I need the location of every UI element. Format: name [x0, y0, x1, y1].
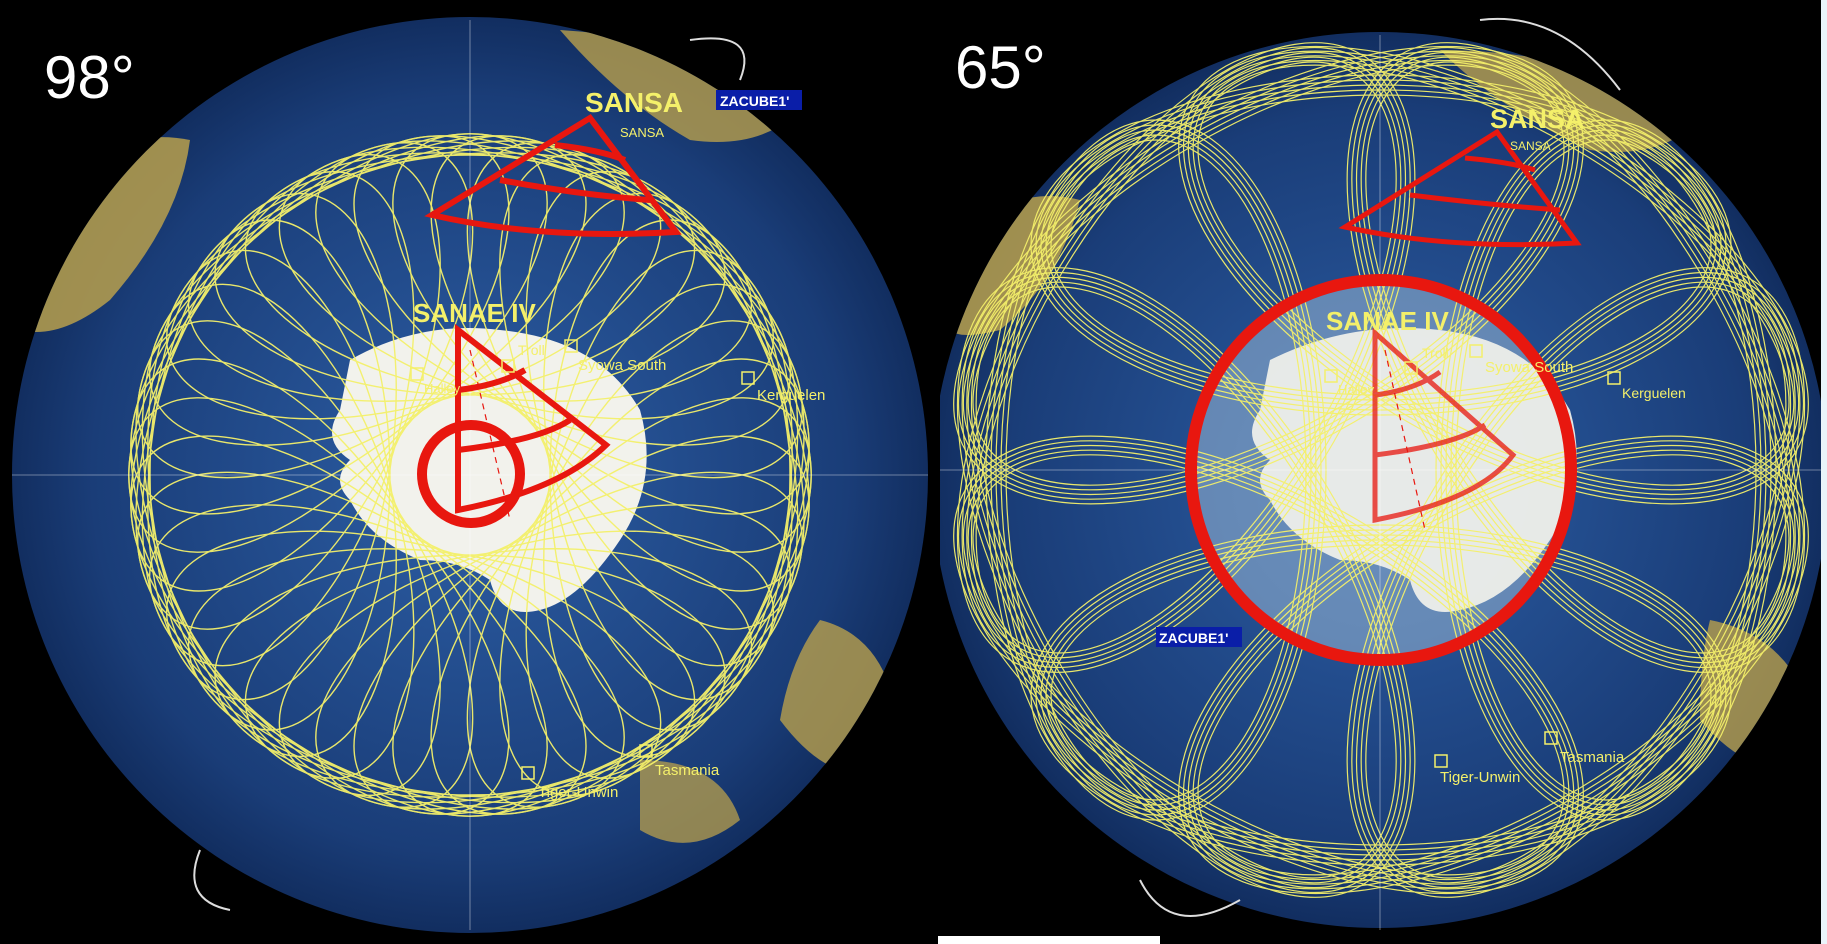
orbit-track: [1182, 50, 1805, 500]
troll-label: Troll: [518, 342, 545, 358]
orbit-track: [1346, 42, 1806, 673]
globe-panel-98: SANSA SANSA ZACUBE1' SANAE IV Troll Syow…: [12, 17, 928, 933]
orbit-track: [1178, 45, 1809, 505]
zacube-badge-65: [1156, 627, 1242, 647]
orbit-track: [430, 135, 812, 553]
tasmania-label-65: Tasmania: [1560, 749, 1625, 766]
troll-label-65: Troll: [1422, 345, 1449, 361]
orbit-track: [1360, 56, 1792, 659]
station-markers: [410, 339, 755, 780]
tiger-label-65: Tiger-Unwin: [1440, 769, 1520, 786]
orbit-arc-top-65: [1479, 17, 1621, 91]
sansa-small-label: SANSA: [620, 125, 664, 140]
orbit-track: [1365, 61, 1787, 654]
tasmania-landmass: [640, 760, 740, 843]
zacube-label-65: ZACUBE1': [1159, 630, 1228, 646]
halley-label: Halley: [424, 381, 461, 396]
zacube-label: ZACUBE1': [720, 93, 789, 109]
zacube-badge: [716, 90, 802, 110]
orbit-arc-top: [689, 37, 746, 81]
sanae-label: SANAE IV: [413, 298, 536, 328]
coverage-highlight-circle: [1185, 274, 1577, 666]
sanae-coverage-fan-65: [1372, 327, 1517, 524]
syowa-label-65: Syowa South: [1485, 359, 1573, 376]
pole-highlight-circle: [417, 420, 525, 528]
sanae-dashed-line: [469, 349, 511, 521]
globe-panel-65: SANSA SANSA SANAE IV Troll Syowa South K…: [940, 0, 1827, 944]
globe-65-svg: SANSA SANSA SANAE IV Troll Syowa South K…: [940, 17, 1827, 930]
sansa-small-label-65: SANSA: [1510, 139, 1551, 153]
kerguelen-label: Kerguelen: [757, 387, 825, 404]
inclination-label-65: 65°: [955, 34, 1046, 101]
halley-label-65: Halley: [1338, 382, 1375, 397]
orbit-track: [1030, 74, 1732, 416]
orbit-arc-bottom: [193, 849, 231, 911]
orbit-track: [1197, 64, 1790, 486]
orbit-track: [499, 153, 805, 630]
graticule: [12, 20, 928, 930]
sanae-coverage-fan: [455, 323, 611, 514]
orbit-tracks-65: [953, 42, 1809, 898]
kerguelen-label-65: Kerguelen: [1622, 385, 1686, 401]
sansa-coverage-fan: [424, 114, 682, 237]
orbit-track: [525, 170, 799, 667]
sansa-coverage-fan-65: [1338, 128, 1582, 248]
orbit-track: [315, 140, 792, 446]
orbit-track: [543, 192, 793, 701]
tasmania-label: Tasmania: [655, 762, 720, 779]
graticule-65: [940, 35, 1827, 930]
africa-landmass: [560, 30, 800, 142]
sansa-label: SANSA: [585, 87, 683, 118]
orbit-track: [353, 135, 803, 479]
sanae-label-65: SANAE IV: [1326, 306, 1449, 336]
orbit-track: [1355, 51, 1796, 664]
tiger-label: Tiger-Unwin: [538, 784, 618, 801]
sanae-dashed-line-65: [1384, 349, 1426, 531]
station-markers-65: [1324, 344, 1621, 768]
sansa-label-65: SANSA: [1490, 104, 1585, 134]
orbit-track: [1351, 46, 1801, 669]
orbit-track: [1035, 79, 1727, 411]
right-edge-strip: [1821, 0, 1827, 944]
syowa-label: Syowa South: [578, 357, 666, 374]
inclination-label-98: 98°: [44, 44, 135, 111]
orbit-arc-bottom-65: [1139, 879, 1241, 917]
globe-98-svg: SANSA SANSA ZACUBE1' SANAE IV Troll Syow…: [12, 17, 928, 933]
bottom-strip: [938, 936, 1160, 944]
